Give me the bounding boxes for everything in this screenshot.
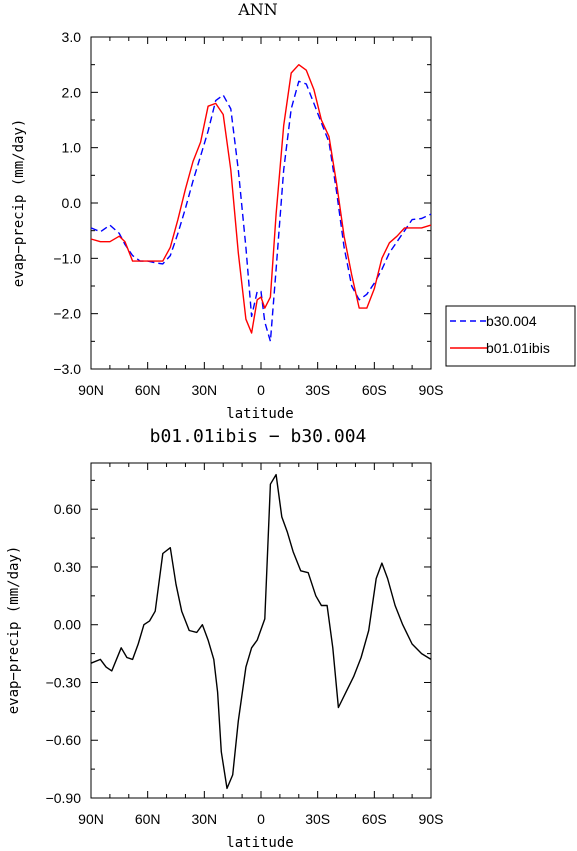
bottom-x-tick-label: 0 — [257, 811, 265, 827]
bottom-series-lines — [90, 473, 432, 790]
bottom-panel: b01.01ibis − b30.004 0.60 0.30 0.00 −0.30 −0… — [6, 426, 443, 851]
bottom-y-tick-label: 0.60 — [54, 501, 81, 517]
top-y-axis: 3.0 2.0 1.0 0.0 −1.0 −2.0 −3.0 — [53, 29, 431, 377]
legend-label-b30004: b30.004 — [486, 313, 537, 329]
bottom-y-axis-label: evap−precip (mm/day) — [6, 546, 22, 715]
top-y-tick-label: 2.0 — [62, 84, 82, 100]
legend-box — [445, 305, 576, 367]
top-y-tick-label: 1.0 — [62, 140, 82, 156]
top-y-tick-label: −3.0 — [53, 361, 81, 377]
top-y-tick-label: −1.0 — [53, 250, 81, 266]
bottom-x-axis: 90N 60N 30N 0 30S 60S 90S — [78, 463, 443, 827]
top-panel: ANN 3.0 2.0 1.0 0.0 −1.0 −2.0 −3.0 90N 60N 30N 0 3… — [11, 0, 576, 422]
bottom-x-tick-label: 30S — [305, 811, 330, 827]
bottom-chart-title: b01.01ibis − b30.004 — [150, 426, 367, 447]
bottom-x-tick-label: 30N — [191, 811, 217, 827]
top-x-tick-label: 60S — [362, 382, 387, 398]
top-x-tick-label: 90N — [78, 382, 104, 398]
bottom-x-tick-label: 60S — [362, 811, 387, 827]
top-chart-title: ANN — [237, 0, 278, 19]
top-y-axis-label: evap−precip (mm/day) — [11, 119, 27, 288]
legend-label-b0101ibis: b01.01ibis — [486, 340, 550, 356]
top-series-lines — [90, 63, 432, 342]
bottom-x-axis-label: latitude — [226, 835, 293, 851]
bottom-y-tick-label: −0.90 — [46, 790, 82, 806]
bottom-x-tick-label: 90S — [419, 811, 444, 827]
top-plot-frame — [90, 36, 432, 370]
legend: b30.004 b01.01ibis — [445, 305, 576, 367]
top-x-axis: 90N 60N 30N 0 30S 60S 90S — [78, 37, 443, 398]
bottom-series-line-difference — [90, 473, 432, 790]
bottom-x-tick-label: 90N — [78, 811, 104, 827]
bottom-y-tick-label: −0.30 — [46, 674, 82, 690]
top-x-tick-label: 60N — [135, 382, 161, 398]
bottom-y-tick-label: 0.30 — [54, 559, 81, 575]
top-x-tick-label: 30S — [305, 382, 330, 398]
top-x-tick-label: 0 — [257, 382, 265, 398]
top-series-line-b30-004 — [90, 80, 432, 342]
top-y-tick-label: 3.0 — [62, 29, 82, 45]
bottom-y-axis: 0.60 0.30 0.00 −0.30 −0.60 −0.90 — [46, 479, 431, 806]
bottom-y-tick-label: −0.60 — [46, 732, 82, 748]
top-y-tick-label: −2.0 — [53, 306, 81, 322]
top-series-line-b01-01ibis — [90, 63, 432, 334]
top-x-axis-label: latitude — [226, 406, 293, 422]
top-y-tick-label: 0.0 — [62, 195, 82, 211]
top-x-tick-label: 30N — [191, 382, 217, 398]
bottom-x-tick-label: 60N — [135, 811, 161, 827]
bottom-y-tick-label: 0.00 — [54, 617, 81, 633]
top-x-tick-label: 90S — [419, 382, 444, 398]
